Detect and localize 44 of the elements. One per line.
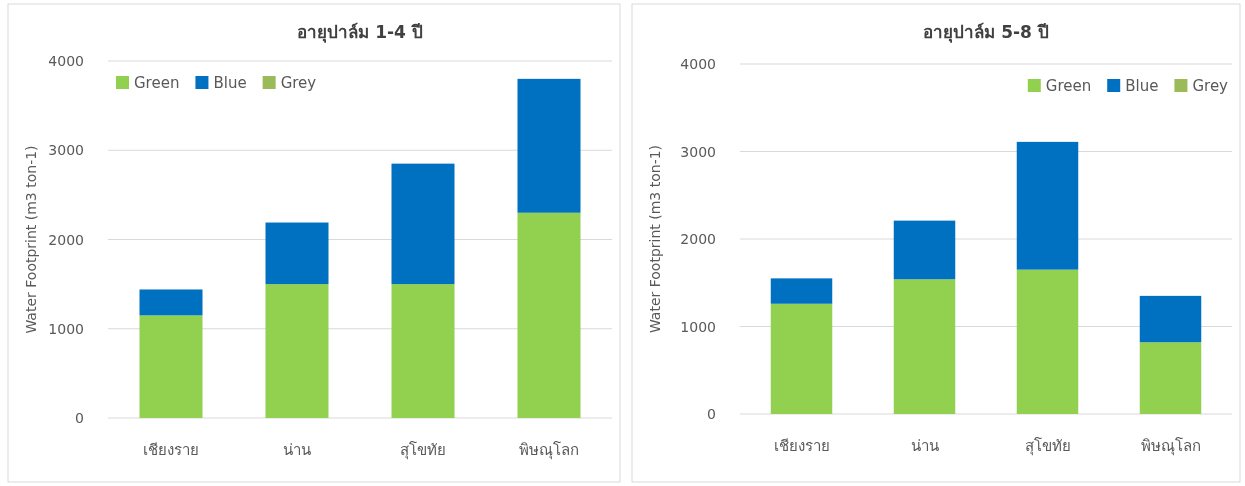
y-tick-label: 0 [707, 406, 716, 422]
bar [139, 289, 203, 316]
bar [1016, 141, 1079, 270]
bar [265, 222, 329, 285]
bar [1139, 295, 1202, 343]
bar [517, 78, 581, 213]
legend-label: Green [1045, 77, 1092, 95]
bar [770, 278, 833, 304]
x-tick-label: พิษณุโลก [519, 441, 579, 460]
x-tick-label: สุโขทัย [1024, 437, 1071, 456]
bar [265, 284, 329, 418]
y-tick-label: 2000 [680, 231, 716, 247]
x-tick-label: เชียงราย [143, 441, 199, 459]
y-tick-label: 1000 [680, 318, 716, 335]
x-tick-label: น่าน [283, 441, 311, 459]
bar [139, 315, 203, 418]
bar [893, 279, 956, 414]
y-axis-title: Water Footprint (m3 ton-1) [647, 144, 663, 334]
bar [391, 163, 455, 285]
legend-label: Grey [1192, 77, 1229, 95]
y-tick-label: 3000 [48, 142, 84, 159]
chart-title: อายุปาล์ม 5-8 ปี [923, 22, 1049, 43]
legend-label: Blue [213, 74, 247, 92]
bar [770, 303, 833, 414]
legend-label: Grey [280, 74, 317, 92]
y-tick-label: 0 [75, 410, 84, 426]
chart-title: อายุปาล์ม 1-4 ปี [297, 22, 423, 43]
bar [517, 212, 581, 418]
bar [893, 220, 956, 280]
y-tick-label: 4000 [48, 53, 84, 69]
y-tick-label: 1000 [48, 320, 84, 337]
y-axis-title: Water Footprint (m3 ton-1) [23, 145, 39, 334]
x-tick-label: น่าน [910, 437, 939, 455]
bar [391, 284, 455, 418]
bar [1016, 269, 1079, 414]
x-tick-label: เชียงราย [773, 437, 830, 455]
y-tick-label: 4000 [680, 56, 716, 72]
x-tick-label: สุโขทัย [400, 441, 446, 460]
legend-label: Green [134, 74, 180, 92]
y-tick-label: 3000 [680, 143, 716, 160]
y-tick-label: 2000 [48, 231, 84, 248]
x-tick-label: พิษณุโลก [1140, 437, 1201, 456]
bar [1139, 342, 1202, 414]
legend-label: Blue [1125, 77, 1159, 95]
